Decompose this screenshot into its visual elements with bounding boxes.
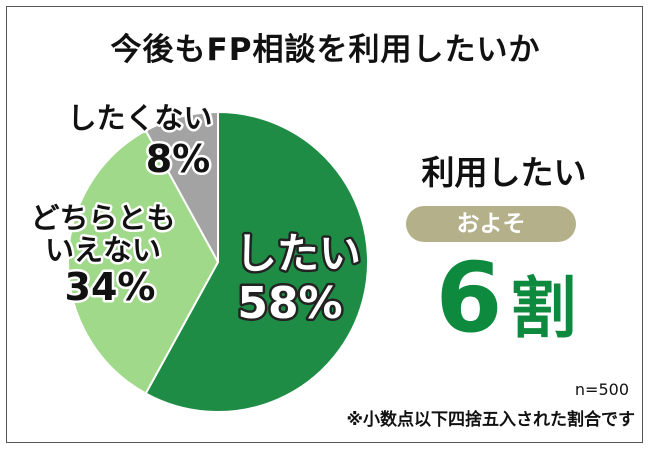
pie-slice-0 [144,110,369,413]
summary-big-number: 6 [435,242,503,354]
pie-value-label-2: 8% [146,137,211,181]
summary-heading: 利用したい [421,153,587,192]
pie-slice-1 [67,129,220,395]
pie-value-label-1: 34% [65,265,156,309]
pie-label-1: どちらともいえない [30,201,175,267]
sample-size: n=500 [574,380,629,399]
pie-label-0: したい [235,229,361,278]
summary-big-unit: 割 [510,270,577,347]
pie-slice-2 [144,110,219,263]
pie-value-label-0: 58% [237,278,342,329]
footnote: ※小数点以下四捨五入された割合です [346,410,635,430]
pie-label-2: したくない [67,101,212,135]
chart-title: 今後もFP相談を利用したいか [110,32,541,68]
summary-pill: およそ [406,206,576,242]
